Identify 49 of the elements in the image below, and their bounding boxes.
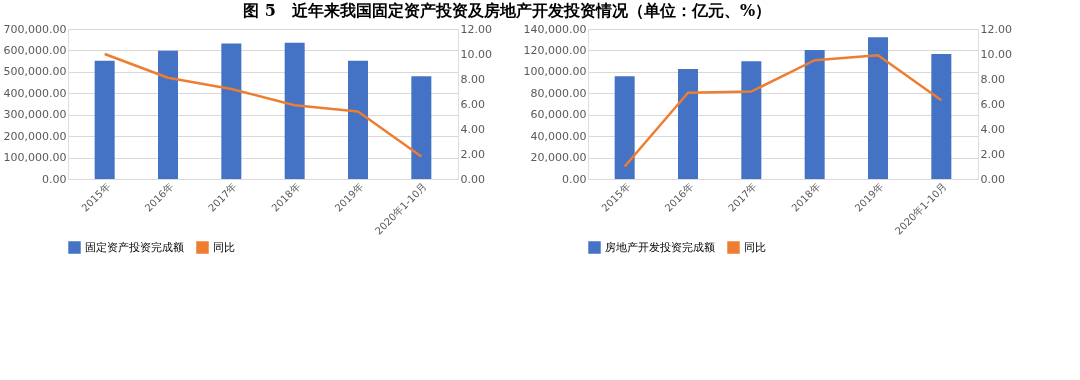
y2-tick-label: 12.00	[460, 22, 492, 36]
y-tick-label: 100,000.00	[3, 151, 67, 165]
y-tick-label: 140,000.00	[523, 22, 587, 36]
legend-label: 房地产开发投资完成额	[605, 240, 715, 254]
line-series	[623, 54, 943, 168]
bar	[221, 43, 242, 179]
y-tick-label: 100,000.00	[523, 65, 587, 79]
y-tick-label: 400,000.00	[3, 86, 67, 100]
y2-tick-label: 6.00	[460, 97, 485, 111]
bar	[94, 60, 115, 179]
bar	[804, 50, 825, 179]
bar	[678, 69, 698, 179]
y2-tick-label: 4.00	[980, 122, 1005, 136]
legend-label: 同比	[744, 240, 766, 254]
bar	[931, 54, 952, 179]
y2-tick-label: 4.00	[460, 122, 485, 136]
bar	[284, 42, 305, 179]
bar	[348, 60, 368, 179]
bar	[614, 76, 635, 179]
y2-tick-label: 2.00	[980, 147, 1005, 161]
y-tick-label: 80,000.00	[530, 86, 587, 100]
y-tick-label: 120,000.00	[523, 43, 587, 57]
legend-label: 固定资产投资完成额	[85, 240, 184, 254]
y2-tick-label: 10.00	[460, 47, 492, 61]
y-tick-label: 700,000.00	[3, 22, 67, 36]
y2-tick-label: 8.00	[460, 72, 485, 86]
y-tick-label: 40,000.00	[530, 129, 587, 143]
y-tick-label: 0.00	[562, 172, 587, 186]
y2-tick-label: 0.00	[460, 172, 485, 186]
y-tick-label: 500,000.00	[3, 65, 67, 79]
bar	[868, 37, 888, 179]
y2-tick-label: 8.00	[980, 72, 1005, 86]
y2-tick-label: 10.00	[980, 47, 1012, 61]
y-tick-label: 600,000.00	[3, 43, 67, 57]
bar	[741, 61, 762, 179]
y2-tick-label: 2.00	[460, 147, 485, 161]
legend-label: 同比	[213, 240, 235, 254]
y-tick-label: 20,000.00	[530, 151, 587, 165]
y-tick-label: 200,000.00	[3, 129, 67, 143]
y-tick-label: 300,000.00	[3, 108, 67, 122]
bar	[411, 76, 432, 179]
y2-tick-label: 12.00	[980, 22, 1012, 36]
line-series	[103, 52, 423, 158]
y-tick-label: 60,000.00	[530, 108, 587, 122]
bar	[158, 50, 178, 179]
y2-tick-label: 6.00	[980, 97, 1005, 111]
text: 图 5 近年来我国固定资产投资及房地产开发投资情况（单位：亿元、%）	[243, 0, 772, 20]
y-tick-label: 0.00	[42, 172, 67, 186]
y2-tick-label: 0.00	[980, 172, 1005, 186]
